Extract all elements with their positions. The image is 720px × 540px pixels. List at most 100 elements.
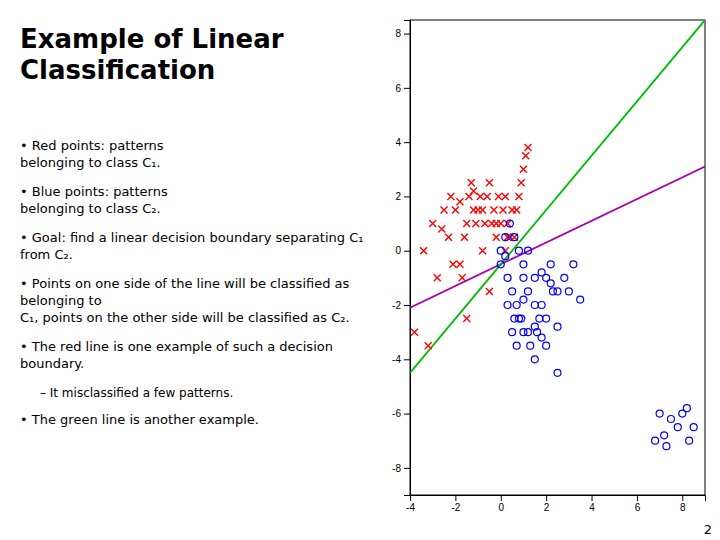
bullet: • Blue points: patterns belonging to clas…	[20, 184, 168, 216]
point-x	[450, 261, 457, 268]
point-x	[472, 220, 479, 227]
text-line: • Red points: patterns	[20, 138, 164, 153]
point-circle	[509, 329, 516, 336]
point-circle	[531, 274, 538, 281]
point-x	[479, 207, 486, 214]
point-x	[525, 144, 532, 151]
y-tick-label: 2	[395, 191, 401, 202]
point-x	[515, 193, 522, 200]
point-circle	[577, 296, 584, 303]
plot-frame	[410, 20, 705, 495]
text-line: • Points on one side of the line will be…	[20, 276, 350, 291]
y-tick-mark	[404, 251, 410, 252]
y-tick-label: 4	[395, 137, 401, 148]
point-x	[445, 234, 452, 241]
point-circle	[554, 323, 561, 330]
y-tick-mark	[404, 34, 410, 35]
point-x	[495, 193, 502, 200]
x-tick: 0	[498, 495, 504, 513]
point-x	[456, 198, 463, 205]
point-x	[481, 220, 488, 227]
text-line: C₁, points on the other side will be cla…	[20, 310, 350, 325]
x-tick-label: 0	[498, 502, 504, 513]
point-circle	[502, 234, 509, 241]
text-line: from C₂.	[20, 247, 73, 262]
point-x	[500, 207, 507, 214]
point-x	[447, 193, 454, 200]
text-line: belonging to class C₂.	[20, 201, 161, 216]
point-x	[520, 166, 527, 173]
point-circle	[686, 437, 693, 444]
text-line: boundary.	[20, 356, 84, 371]
point-circle	[527, 342, 534, 349]
point-x	[518, 179, 525, 186]
point-circle	[661, 432, 668, 439]
x-tick-label: 2	[544, 502, 550, 513]
page-number: 2	[704, 522, 712, 537]
y-tick-label: -8	[392, 463, 401, 474]
text-line: belonging to	[20, 293, 102, 308]
point-circle	[543, 342, 550, 349]
text-line: • Goal: find a linear decision boundary …	[20, 230, 363, 245]
point-x	[486, 288, 493, 295]
point-x	[438, 226, 445, 233]
point-circle	[570, 261, 577, 268]
text-line: • Blue points: patterns	[20, 184, 168, 199]
point-x	[502, 193, 509, 200]
bullet: • Red points: patternsbelonging to class…	[20, 138, 164, 170]
point-circle	[509, 288, 516, 295]
point-circle	[663, 443, 670, 450]
point-x	[468, 179, 475, 186]
y-tick: -6	[392, 408, 410, 419]
plot-marks	[410, 20, 705, 450]
point-x	[429, 220, 436, 227]
y-tick: -4	[392, 354, 410, 365]
scatter-series	[411, 144, 531, 349]
x-tick: -4	[406, 495, 415, 513]
decision-line	[410, 167, 705, 308]
text-line: • The red line is one example of such a …	[20, 339, 333, 354]
bullet: • Points on one side of the line will be…	[20, 276, 350, 325]
bullet: • The red line is one example of such a …	[20, 339, 333, 371]
point-x	[441, 207, 448, 214]
title: Example of LinearClassification	[20, 24, 284, 85]
y-axis: -8-6-4-202468	[392, 21, 410, 496]
y-tick: 4	[395, 137, 410, 148]
point-circle	[511, 315, 518, 322]
point-x	[463, 220, 470, 227]
sub-bullet: – It misclassified a few patterns.	[40, 386, 233, 400]
point-x	[493, 220, 500, 227]
scatter-series	[497, 220, 697, 450]
x-tick: -2	[451, 495, 460, 513]
text-line: – It misclassified a few patterns.	[40, 386, 233, 400]
point-circle	[683, 405, 690, 412]
point-x	[513, 207, 520, 214]
x-tick-label: -2	[451, 502, 460, 513]
point-circle	[518, 315, 525, 322]
y-tick: 0	[395, 245, 410, 256]
point-circle	[531, 323, 538, 330]
point-circle	[515, 247, 522, 254]
y-tick-mark	[404, 359, 410, 360]
point-circle	[549, 288, 556, 295]
point-x	[461, 234, 468, 241]
point-circle	[506, 220, 513, 227]
point-circle	[520, 261, 527, 268]
x-tick-label: 8	[680, 502, 686, 513]
y-tick-label: 6	[395, 83, 401, 94]
point-x	[463, 315, 470, 322]
point-x	[434, 274, 441, 281]
bullet: • Goal: find a linear decision boundary …	[20, 230, 363, 262]
y-tick-label: 0	[395, 245, 401, 256]
point-circle	[538, 269, 545, 276]
y-axis-line	[404, 21, 411, 496]
point-circle	[525, 247, 532, 254]
point-circle	[690, 424, 697, 431]
y-tick: 6	[395, 83, 410, 94]
point-x	[522, 152, 529, 159]
y-tick-label: -4	[392, 354, 401, 365]
x-axis: -4-202468	[406, 495, 705, 513]
y-tick: -8	[392, 463, 410, 474]
point-x	[477, 193, 484, 200]
point-circle	[504, 274, 511, 281]
